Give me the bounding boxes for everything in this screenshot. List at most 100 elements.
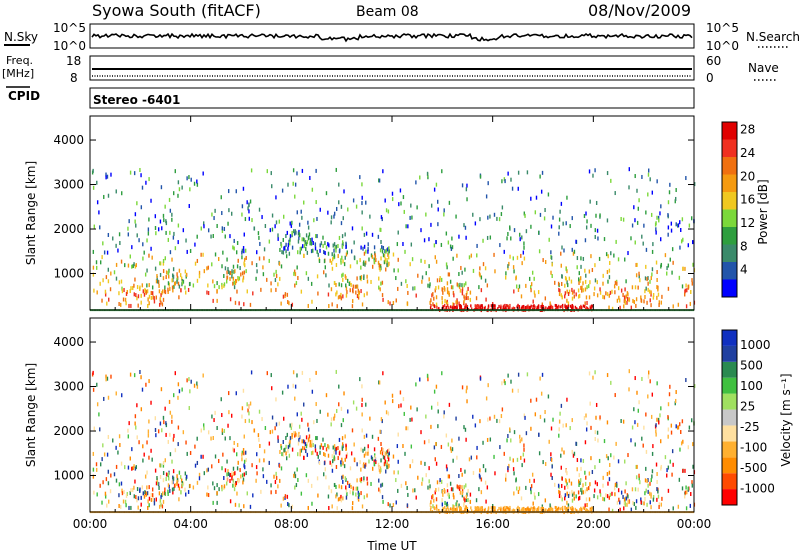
power-echo xyxy=(146,283,148,288)
power-echo xyxy=(316,274,319,279)
velocity-echo xyxy=(127,428,129,433)
velocity-echo xyxy=(649,379,651,384)
power-echo xyxy=(221,264,223,269)
power-echo xyxy=(340,221,343,226)
velocity-echo xyxy=(328,506,330,511)
power-echo xyxy=(395,276,397,281)
power-echo xyxy=(286,292,289,297)
velocity-echo xyxy=(453,495,455,500)
velocity-echo xyxy=(181,387,183,392)
velocity-echo xyxy=(579,480,581,485)
velocity-echo xyxy=(298,424,301,429)
velocity-echo xyxy=(482,464,485,469)
power-echo xyxy=(139,167,141,172)
velocity-echo xyxy=(525,431,528,436)
velocity-echo xyxy=(316,418,318,423)
velocity-echo xyxy=(345,447,347,452)
power-echo xyxy=(371,264,374,269)
power-echo xyxy=(269,228,272,233)
freq-tick-bottom: 8 xyxy=(70,71,78,85)
velocity-echo xyxy=(635,464,637,469)
velocity-echo xyxy=(647,374,650,379)
velocity-echo xyxy=(449,446,452,451)
velocity-echo xyxy=(569,426,571,431)
velocity-echo xyxy=(558,494,561,499)
power-echo xyxy=(212,298,214,303)
velocity-echo xyxy=(233,482,235,487)
velocity-echo xyxy=(620,419,622,424)
velocity-echo xyxy=(628,387,630,392)
power-echo xyxy=(346,278,349,283)
velocity-echo xyxy=(134,466,137,471)
power-echo xyxy=(582,288,585,293)
velocity-echo xyxy=(280,503,282,508)
velocity-echo xyxy=(480,490,483,495)
power-echo xyxy=(560,251,562,256)
power-echo xyxy=(592,173,594,178)
power-echo xyxy=(270,281,272,286)
power-echo xyxy=(489,214,491,219)
velocity-echo xyxy=(435,497,438,502)
power-echo xyxy=(402,242,404,247)
power-echo xyxy=(323,250,325,255)
velocity-echo xyxy=(296,373,298,378)
power-echo xyxy=(471,307,473,311)
velocity-echo xyxy=(361,412,363,417)
velocity-echo xyxy=(670,430,673,435)
velocity-echo xyxy=(614,492,616,497)
velocity-echo xyxy=(652,444,654,449)
power-echo xyxy=(127,226,129,231)
colorbar-swatch xyxy=(722,139,737,157)
power-echo xyxy=(257,231,260,236)
power-echo xyxy=(341,273,343,278)
velocity-echo xyxy=(589,509,592,513)
power-echo xyxy=(362,261,365,266)
velocity-echo xyxy=(397,488,399,493)
power-echo xyxy=(440,242,443,247)
velocity-echo xyxy=(134,421,136,426)
velocity-echo xyxy=(585,497,588,502)
velocity-echo xyxy=(647,489,649,494)
power-echo xyxy=(305,242,308,247)
velocity-echo xyxy=(588,471,591,476)
velocity-echo xyxy=(220,397,222,402)
velocity-echo xyxy=(560,495,563,500)
power-echo xyxy=(578,277,580,282)
power-echo xyxy=(589,280,591,285)
power-echo xyxy=(453,302,455,307)
power-echo xyxy=(296,210,298,215)
velocity-echo xyxy=(233,487,236,492)
power-echo xyxy=(323,270,325,275)
velocity-echo xyxy=(189,389,191,394)
power-echo xyxy=(233,285,236,290)
power-echo xyxy=(571,216,573,221)
power-echo xyxy=(667,200,670,205)
velocity-echo xyxy=(260,489,262,494)
velocity-echo xyxy=(458,436,460,441)
power-echo xyxy=(366,274,368,279)
velocity-echo xyxy=(584,507,586,511)
power-echo xyxy=(643,299,645,304)
power-echo xyxy=(242,186,245,191)
velocity-echo xyxy=(282,496,285,501)
power-echo xyxy=(221,285,223,290)
velocity-echo xyxy=(616,483,618,488)
power-echo xyxy=(311,237,313,242)
velocity-echo xyxy=(279,478,281,483)
velocity-echo xyxy=(355,492,357,497)
velocity-echo xyxy=(302,439,305,444)
velocity-echo xyxy=(327,444,329,449)
power-echo xyxy=(169,286,171,291)
velocity-echo xyxy=(452,458,454,463)
power-echo xyxy=(677,302,680,307)
velocity-echo xyxy=(679,422,681,427)
power-echo xyxy=(584,238,587,243)
velocity-echo xyxy=(245,471,247,476)
velocity-echo xyxy=(239,468,241,473)
power-echo xyxy=(172,267,175,272)
velocity-echo xyxy=(532,501,534,506)
power-echo xyxy=(232,245,234,250)
velocity-echo xyxy=(189,483,191,488)
velocity-echo xyxy=(139,487,141,492)
power-echo xyxy=(196,234,198,239)
